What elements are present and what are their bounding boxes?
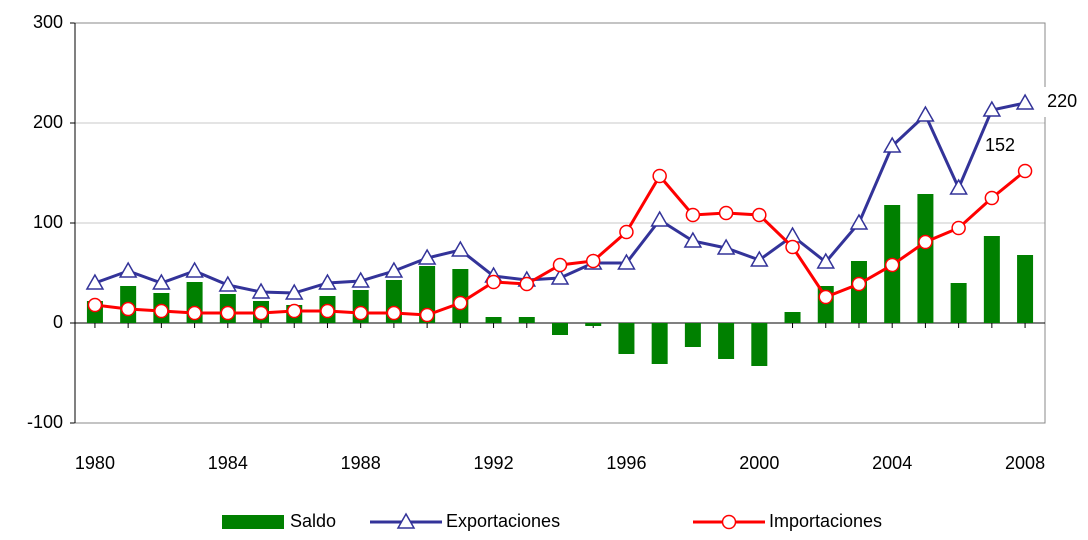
point (652, 168, 667, 184)
bar (784, 312, 801, 323)
y-tick-label: 200 (33, 112, 63, 132)
point (87, 297, 103, 313)
x-tick-label: 2008 (1005, 453, 1045, 473)
point (351, 271, 370, 288)
point (951, 220, 966, 236)
bar (983, 236, 1000, 323)
point (154, 303, 169, 319)
point (284, 283, 304, 300)
point (486, 274, 501, 290)
point (386, 305, 402, 321)
point (882, 136, 902, 153)
x-tick-label: 2004 (872, 453, 912, 473)
bar (651, 323, 668, 364)
point (1015, 93, 1035, 110)
bar (552, 323, 568, 335)
bar (419, 266, 436, 323)
bar (950, 283, 967, 323)
point (353, 305, 368, 321)
point (982, 100, 1002, 117)
y-tick-label: 0 (53, 312, 63, 332)
bar (751, 323, 768, 366)
point (750, 250, 769, 267)
point (617, 253, 636, 270)
x-tick-label: 2000 (739, 453, 779, 473)
point (384, 261, 404, 278)
point (220, 305, 236, 321)
point (550, 268, 570, 285)
point (916, 105, 935, 122)
point (851, 276, 867, 292)
legend-label: Exportaciones (446, 511, 560, 531)
point (286, 303, 302, 319)
point (683, 231, 703, 248)
data-label-bg (1043, 87, 1088, 117)
point (816, 252, 836, 269)
legend-marker (721, 514, 737, 530)
bar (1017, 255, 1034, 323)
point (918, 234, 933, 250)
legend-label: Importaciones (769, 511, 882, 531)
point (118, 261, 138, 278)
y-tick-label: 100 (33, 212, 63, 232)
point (718, 205, 734, 221)
point (519, 276, 535, 292)
point (320, 303, 335, 319)
point (552, 257, 568, 273)
point (716, 238, 736, 255)
point (585, 253, 601, 269)
data-label: 220 (1047, 91, 1077, 111)
bar (718, 323, 735, 359)
legend-swatch (222, 515, 284, 529)
bar (485, 317, 502, 323)
point (152, 273, 171, 290)
point (85, 273, 105, 290)
point (451, 240, 470, 257)
legend-label: Saldo (290, 511, 336, 531)
point (120, 301, 136, 317)
y-tick-label: 300 (33, 12, 63, 32)
x-tick-label: 1988 (341, 453, 381, 473)
bar (684, 323, 701, 347)
point (752, 207, 767, 223)
x-tick-label: 1996 (606, 453, 646, 473)
x-tick-label: 1980 (75, 453, 115, 473)
data-label: 152 (985, 135, 1015, 155)
bar (618, 323, 635, 354)
bar (850, 261, 867, 323)
point (318, 273, 337, 290)
point (187, 305, 202, 321)
point (419, 307, 435, 323)
point (453, 295, 468, 311)
y-tick-label: -100 (27, 412, 63, 432)
point (984, 190, 1000, 206)
x-tick-label: 1984 (208, 453, 248, 473)
point (785, 239, 800, 255)
point (218, 275, 238, 292)
bar (585, 323, 602, 326)
point (685, 207, 701, 223)
point (650, 210, 669, 227)
point (884, 257, 900, 273)
legend-marker (396, 512, 416, 529)
point (849, 213, 869, 230)
point (818, 289, 834, 305)
point (185, 261, 204, 278)
point (949, 178, 968, 195)
x-tick-label: 1992 (474, 453, 514, 473)
point (1017, 163, 1033, 179)
point (253, 305, 269, 321)
point (417, 248, 437, 265)
bar (917, 194, 934, 323)
point (251, 282, 271, 299)
point (619, 224, 634, 240)
bar (518, 317, 535, 323)
